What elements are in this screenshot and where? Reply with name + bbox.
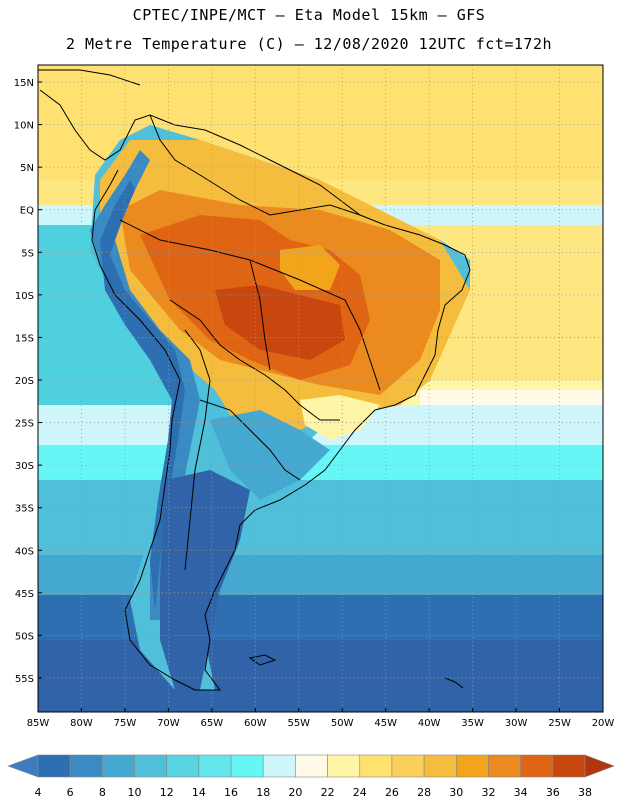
temperature-field [38,65,603,712]
colorbar-swatch [488,754,521,778]
lon-label: 30W [505,718,528,729]
colorbar-label: 24 [353,786,367,799]
colorbar-label: 12 [160,786,174,799]
lon-label: 40W [418,718,441,729]
lat-label: 55S [15,674,34,685]
lon-label: 65W [201,718,224,729]
colorbar-swatch [295,754,328,778]
map-title-line-1: CPTEC/INPE/MCT – Eta Model 15km – GFS [132,6,486,24]
colorbar-swatch [230,754,264,778]
colorbar-swatch [359,754,393,778]
lon-label: 70W [157,718,180,729]
lat-label: 25S [15,419,34,430]
lon-label: 20W [592,718,615,729]
lat-label: EQ [20,206,34,217]
lat-label: 30S [15,461,34,472]
colorbar-swatch [327,754,361,778]
colorbar-swatch [262,754,296,778]
lon-label: 75W [114,718,137,729]
lat-label: 5N [20,163,34,174]
colorbar-swatch [391,754,425,778]
colorbar-swatch [69,754,103,778]
lon-label: 50W [331,718,354,729]
colorbar-arrow-low [7,754,39,778]
longitude-labels: 85W 80W 75W 70W 65W 60W 55W 50W 45W 40W 35W 30W 25W 2… [27,708,615,729]
lat-label: 45S [15,589,34,600]
colorbar-swatch [102,754,135,778]
colorbar-swatch [552,754,586,778]
map-frame [37,64,604,713]
lon-label: 45W [374,718,397,729]
lon-label: 35W [461,718,484,729]
colorbar-swatch [198,754,232,778]
colorbar-label: 34 [514,786,528,799]
lat-label: 50S [15,631,34,642]
colorbar-swatch [520,754,554,778]
lat-label: 20S [15,376,34,387]
colorbar-swatch [37,754,71,778]
lat-label: 5S [21,248,34,259]
colorbar-swatch [166,754,200,778]
lat-label: 10S [15,291,34,302]
colorbar-label: 14 [192,786,206,799]
colorbar-label: 8 [99,786,106,799]
latitude-labels: 15N 10N 5N EQ 5S 10S 15S 20S 25S 30S 35S 40S 45S 50S 5… [14,78,42,685]
colorbar-label: 16 [224,786,238,799]
colorbar-label: 18 [256,786,270,799]
lon-label: 55W [287,718,310,729]
colorbar-label: 20 [288,786,302,799]
lat-label: 10N [14,121,34,132]
map-title-line-2: 2 Metre Temperature (C) – 12/08/2020 12U… [65,35,553,53]
colorbar-label: 4 [35,786,42,799]
lon-label: 25W [548,718,571,729]
lon-label: 60W [244,718,267,729]
colorbar-label: 22 [321,786,335,799]
lat-label: 35S [15,504,34,515]
lat-label: 40S [15,546,34,557]
colorbar-label: 6 [67,786,74,799]
colorbar-label: 28 [417,786,431,799]
colorbar-arrow-high [584,754,615,778]
lon-label: 85W [27,718,50,729]
colorbar-label: 30 [449,786,463,799]
colorbar-swatch [134,754,168,778]
colorbar-label: 36 [546,786,560,799]
colorbar-label: 32 [481,786,495,799]
lat-label: 15S [15,333,34,344]
lon-label: 80W [70,718,93,729]
colorbar-swatch [455,754,489,778]
colorbar-swatch [423,754,457,778]
lat-label: 15N [14,78,34,89]
colorbar-label: 38 [578,786,592,799]
colorbar-label: 10 [128,786,142,799]
colorbar: 4 6 8 10 12 14 16 18 20 22 24 26 28 30 32 34 36 38 [7,754,615,799]
colorbar-label: 26 [385,786,399,799]
